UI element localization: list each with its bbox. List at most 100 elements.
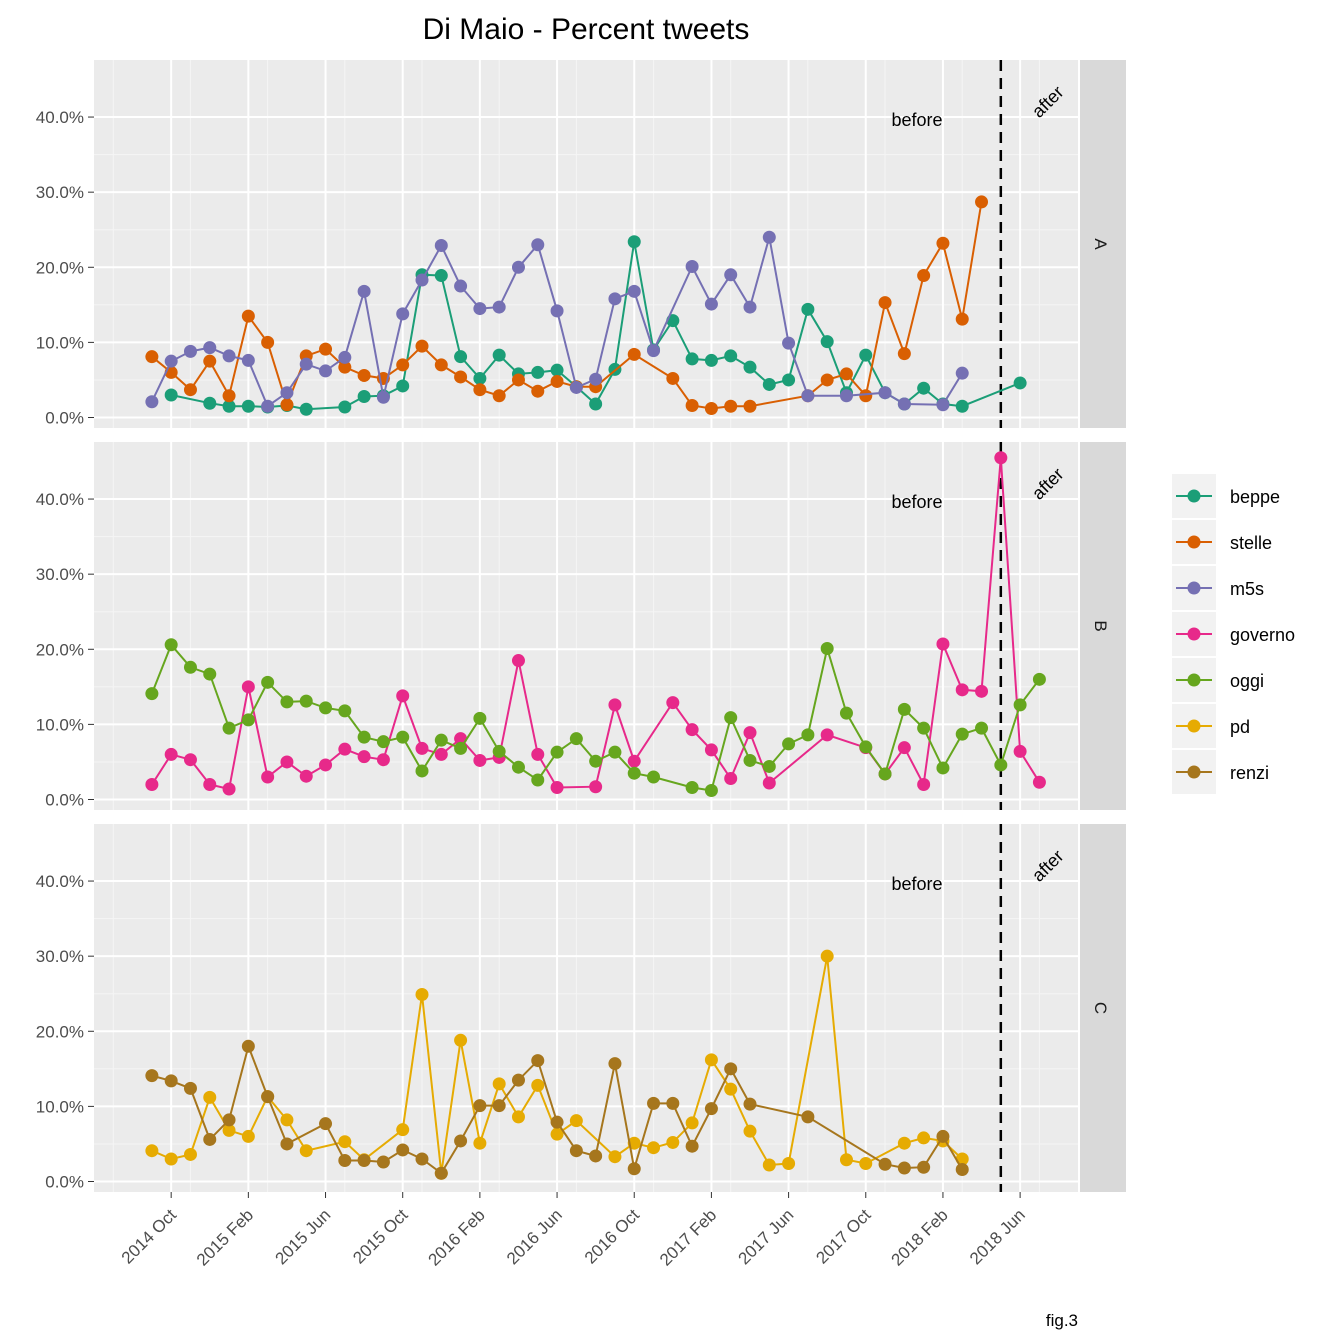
- data-point-pd: [820, 949, 834, 963]
- data-point-pd: [280, 1113, 294, 1127]
- legend-label: oggi: [1230, 671, 1264, 691]
- series-m5s: [145, 230, 969, 413]
- data-point-governo: [357, 750, 371, 764]
- chart-caption: fig.3: [1046, 1311, 1078, 1330]
- data-point-oggi: [917, 721, 931, 735]
- y-tick-label: 30.0%: [36, 947, 84, 966]
- data-point-governo: [666, 696, 680, 710]
- data-point-oggi: [261, 675, 275, 689]
- y-tick-label: 20.0%: [36, 258, 84, 277]
- data-point-governo: [145, 777, 159, 791]
- data-point-renzi: [338, 1153, 352, 1167]
- data-point-governo: [396, 689, 410, 703]
- data-point-governo: [376, 753, 390, 767]
- data-point-governo: [183, 753, 197, 767]
- data-point-governo: [299, 769, 313, 783]
- data-point-renzi: [897, 1161, 911, 1175]
- y-tick-label: 20.0%: [36, 1022, 84, 1041]
- legend-item-renzi: renzi: [1172, 750, 1269, 794]
- data-point-m5s: [627, 284, 641, 298]
- data-point-stelle: [319, 342, 333, 356]
- data-point-renzi: [434, 1166, 448, 1180]
- data-point-governo: [280, 755, 294, 769]
- data-point-m5s: [685, 260, 699, 274]
- data-point-beppe: [704, 353, 718, 367]
- data-point-governo: [203, 777, 217, 791]
- data-point-stelle: [839, 367, 853, 381]
- data-point-beppe: [743, 360, 757, 374]
- data-point-beppe: [762, 377, 776, 391]
- legend-label: stelle: [1230, 533, 1272, 553]
- data-point-oggi: [762, 759, 776, 773]
- x-tick-label: 2017 Jun: [735, 1205, 798, 1268]
- data-point-renzi: [492, 1099, 506, 1113]
- data-point-governo: [531, 747, 545, 761]
- data-point-oggi: [820, 642, 834, 656]
- data-point-oggi: [1013, 698, 1027, 712]
- y-tick-label: 40.0%: [36, 490, 84, 509]
- data-point-beppe: [917, 381, 931, 395]
- data-point-pd: [396, 1123, 410, 1137]
- data-point-beppe: [820, 335, 834, 349]
- legend-label: m5s: [1230, 579, 1264, 599]
- data-point-stelle: [338, 360, 352, 374]
- data-point-governo: [261, 770, 275, 784]
- data-point-m5s: [704, 297, 718, 311]
- annotation-before: before: [891, 874, 942, 894]
- data-point-oggi: [434, 733, 448, 747]
- data-point-pd: [222, 1123, 236, 1137]
- data-point-governo: [608, 698, 622, 712]
- data-point-m5s: [511, 260, 525, 274]
- data-point-stelle: [396, 358, 410, 372]
- data-point-beppe: [589, 397, 603, 411]
- data-point-governo: [511, 654, 525, 668]
- data-point-renzi: [550, 1115, 564, 1129]
- data-point-oggi: [550, 745, 564, 759]
- y-tick-label: 40.0%: [36, 872, 84, 891]
- annotation-before: before: [891, 492, 942, 512]
- data-point-stelle: [917, 269, 931, 283]
- data-point-stelle: [550, 374, 564, 388]
- legend-label: governo: [1230, 625, 1295, 645]
- data-point-m5s: [782, 336, 796, 350]
- data-point-m5s: [762, 230, 776, 244]
- legend-key-point: [1187, 765, 1201, 779]
- data-point-pd: [492, 1077, 506, 1091]
- data-point-pd: [569, 1114, 583, 1128]
- data-point-renzi: [608, 1057, 622, 1071]
- data-point-oggi: [685, 780, 699, 794]
- data-point-oggi: [511, 760, 525, 774]
- legend-key-point: [1187, 627, 1201, 641]
- data-point-oggi: [859, 740, 873, 754]
- legend-item-stelle: stelle: [1172, 520, 1272, 564]
- data-point-pd: [859, 1156, 873, 1170]
- data-point-renzi: [164, 1074, 178, 1088]
- x-tick-label: 2017 Feb: [656, 1205, 720, 1269]
- data-point-renzi: [724, 1062, 738, 1076]
- data-point-beppe: [299, 402, 313, 416]
- data-point-governo: [1013, 744, 1027, 758]
- data-point-renzi: [511, 1073, 525, 1087]
- data-point-oggi: [589, 754, 603, 768]
- data-point-oggi: [955, 727, 969, 741]
- data-point-renzi: [647, 1096, 661, 1110]
- data-point-renzi: [917, 1160, 931, 1174]
- x-tick-label: 2016 Feb: [424, 1205, 488, 1269]
- data-point-oggi: [994, 758, 1008, 772]
- data-point-renzi: [743, 1097, 757, 1111]
- data-point-beppe: [203, 396, 217, 410]
- data-point-governo: [589, 780, 603, 794]
- data-point-governo: [685, 723, 699, 737]
- data-point-oggi: [280, 695, 294, 709]
- data-point-m5s: [936, 398, 950, 412]
- data-point-pd: [511, 1110, 525, 1124]
- data-point-pd: [183, 1147, 197, 1161]
- data-point-pd: [203, 1090, 217, 1104]
- data-point-oggi: [454, 741, 468, 755]
- data-point-stelle: [743, 399, 757, 413]
- series-line-stelle: [151, 201, 983, 410]
- data-point-m5s: [183, 344, 197, 358]
- data-point-m5s: [299, 357, 313, 371]
